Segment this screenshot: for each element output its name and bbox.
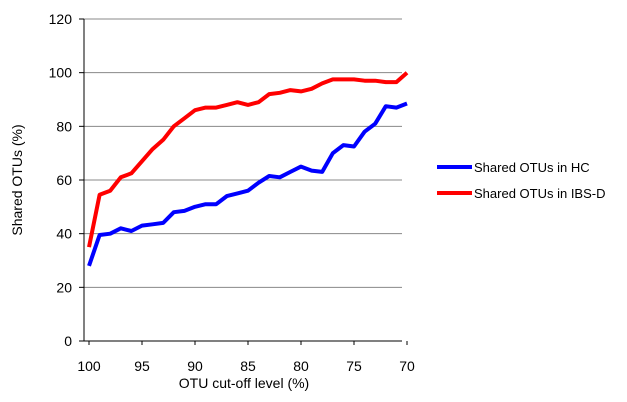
y-tick-label-80: 80 [56,118,72,134]
legend-label-shared-otus-in-hc: Shared OTUs in HC [474,160,590,175]
x-tick-label-80: 80 [293,358,309,374]
y-tick-label-0: 0 [64,333,72,349]
x-tick-label-100: 100 [77,358,101,374]
legend: Shared OTUs in HC Shared OTUs in IBS-D [437,160,606,201]
tick-labels: 0 20 40 60 80 100 120 100 95 90 85 80 75 70 [49,11,415,374]
y-axis-title: Shared OTUs (%) [9,124,25,235]
x-tick-label-70: 70 [399,358,415,374]
y-tick-label-120: 120 [49,11,73,27]
axes [79,18,408,345]
y-tick-label-20: 20 [56,279,72,295]
x-tick-label-85: 85 [240,358,256,374]
series-line-shared-otus-in-hc [87,101,408,267]
series-layer [87,71,409,267]
y-tick-label-40: 40 [56,226,72,242]
grid-lines [84,18,402,288]
x-tick-label-90: 90 [187,358,203,374]
series-line-shared-otus-in-ibs-d [87,71,409,248]
x-tick-label-95: 95 [134,358,150,374]
x-tick-label-75: 75 [346,358,362,374]
y-tick-label-100: 100 [49,65,73,81]
y-tick-label-60: 60 [56,172,72,188]
legend-label-shared-otus-in-ibs-d: Shared OTUs in IBS-D [474,186,606,201]
x-axis-title: OTU cut-off level (%) [179,375,309,391]
